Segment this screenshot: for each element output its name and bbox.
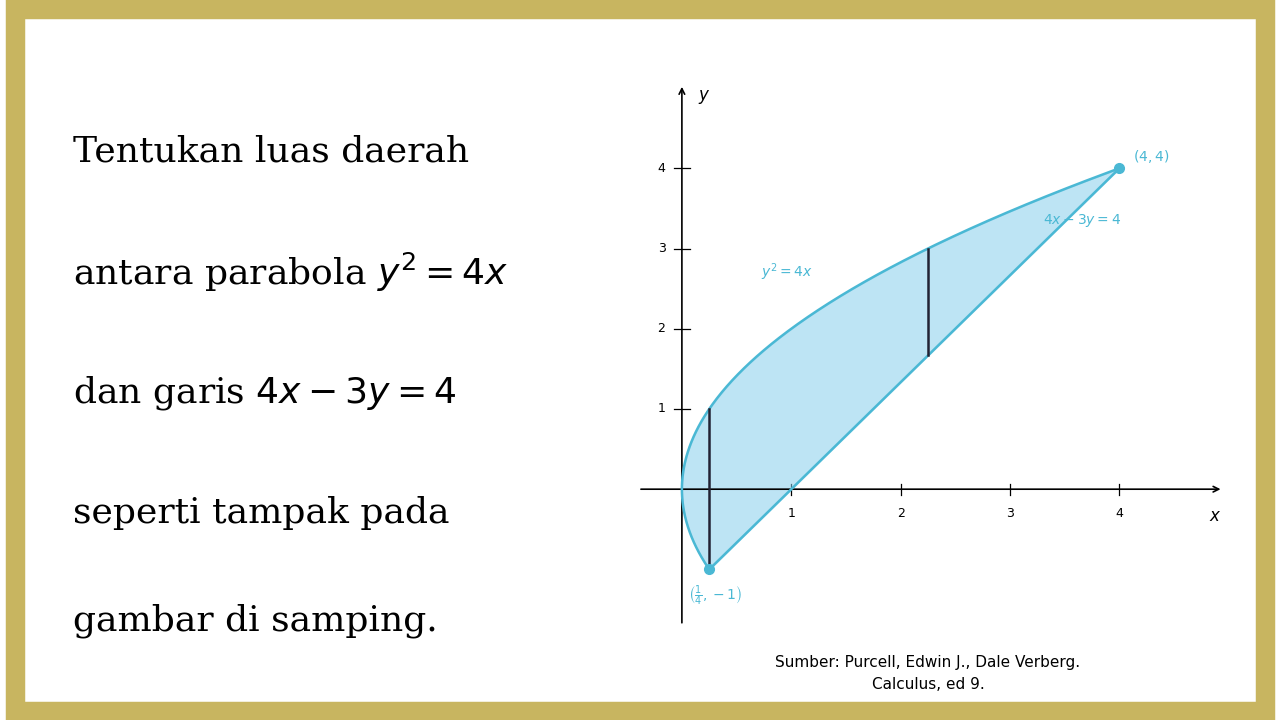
Text: $\left(\frac{1}{4}, -1\right)$: $\left(\frac{1}{4}, -1\right)$ xyxy=(687,584,742,608)
Text: $y^2 = 4x$: $y^2 = 4x$ xyxy=(760,262,813,284)
Text: 3: 3 xyxy=(658,242,666,255)
Text: $x$: $x$ xyxy=(1210,507,1222,525)
Text: 2: 2 xyxy=(658,323,666,336)
Text: $(4, 4)$: $(4, 4)$ xyxy=(1133,148,1169,165)
Text: dan garis $4x - 3y = 4$: dan garis $4x - 3y = 4$ xyxy=(73,374,456,412)
Text: 4: 4 xyxy=(658,162,666,175)
Text: 3: 3 xyxy=(1006,507,1014,520)
Text: 2: 2 xyxy=(897,507,905,520)
Text: seperti tampak pada: seperti tampak pada xyxy=(73,496,449,530)
Text: gambar di samping.: gambar di samping. xyxy=(73,603,438,638)
Text: 4: 4 xyxy=(1115,507,1124,520)
Text: $4x - 3y = 4$: $4x - 3y = 4$ xyxy=(1043,212,1121,229)
Text: 1: 1 xyxy=(658,402,666,415)
Text: $y$: $y$ xyxy=(699,88,710,106)
Text: antara parabola $y^2 = 4x$: antara parabola $y^2 = 4x$ xyxy=(73,251,508,294)
Text: Sumber: Purcell, Edwin J., Dale Verberg.
Calculus, ed 9.: Sumber: Purcell, Edwin J., Dale Verberg.… xyxy=(776,654,1080,692)
Text: Tentukan luas daerah: Tentukan luas daerah xyxy=(73,135,468,168)
Text: 1: 1 xyxy=(787,507,795,520)
